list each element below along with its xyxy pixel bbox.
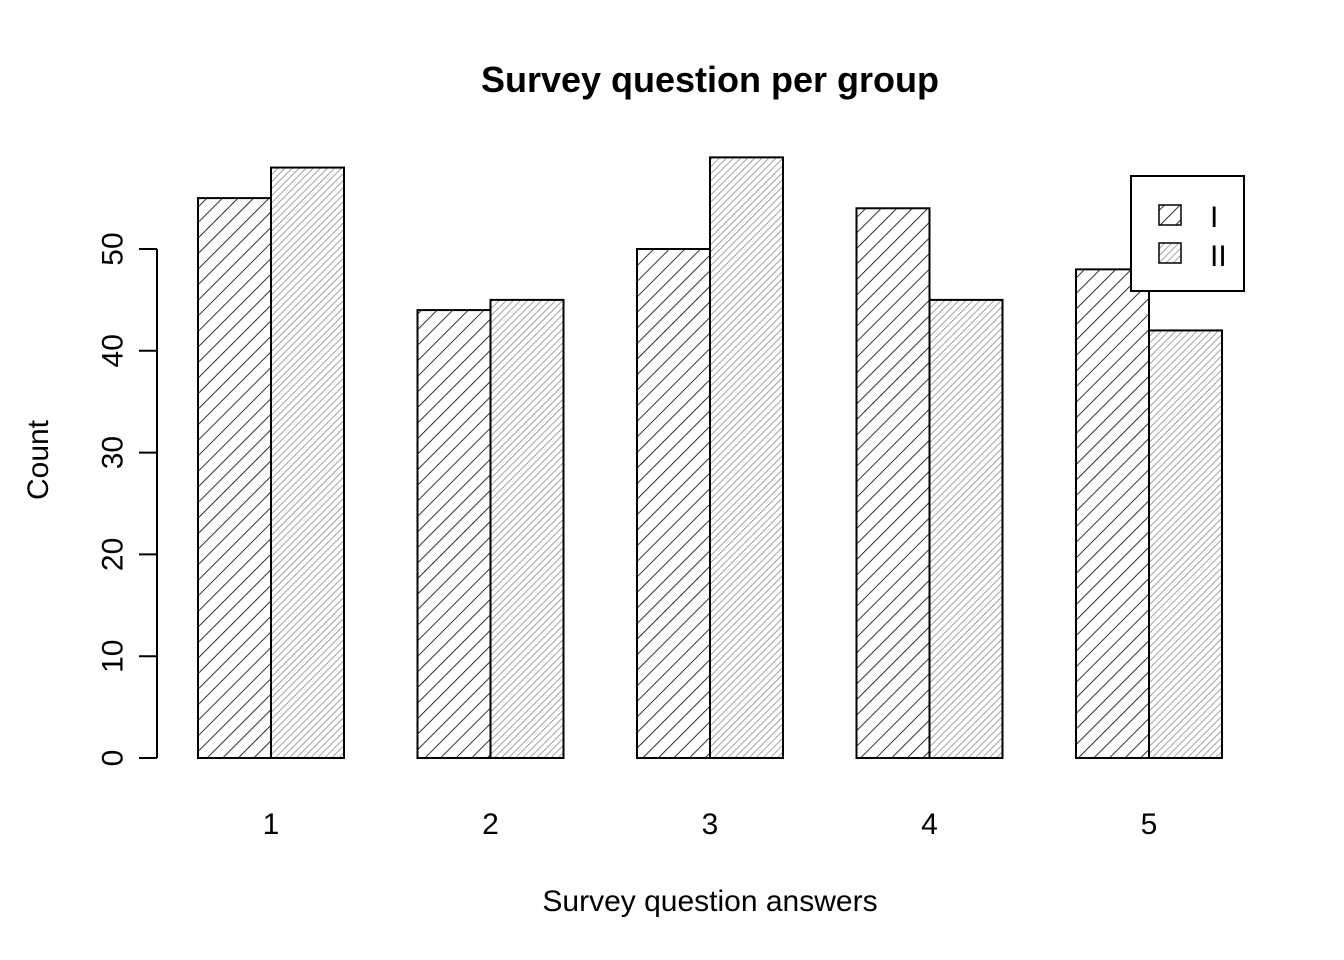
legend-label-series-2: II bbox=[1210, 240, 1227, 273]
bars-group bbox=[197, 156, 1223, 760]
bar-series-1-category-4 bbox=[855, 207, 931, 759]
bar-series-2-category-5 bbox=[1148, 329, 1223, 759]
bar-series-1-category-1 bbox=[197, 197, 272, 760]
x-tick-label: 3 bbox=[702, 808, 719, 841]
legend: I II bbox=[1130, 175, 1245, 292]
bar-series-1-category-3 bbox=[636, 248, 711, 759]
bar-series-2-category-4 bbox=[928, 298, 1004, 759]
x-tick-labels: 1 2 3 4 5 bbox=[263, 808, 1158, 841]
y-tick-label: 0 bbox=[97, 750, 130, 767]
bar-series-2-category-1 bbox=[270, 166, 345, 759]
y-tick-label: 30 bbox=[97, 436, 130, 469]
y-axis: 0 10 20 30 40 50 bbox=[97, 232, 158, 766]
legend-swatch-series-1 bbox=[1158, 204, 1182, 226]
y-tick-label: 40 bbox=[97, 334, 130, 367]
bar-series-2-category-2 bbox=[489, 298, 565, 759]
x-tick-label: 2 bbox=[482, 808, 499, 841]
y-tick-label: 20 bbox=[97, 538, 130, 571]
y-tick-label: 50 bbox=[97, 232, 130, 265]
bar-series-1-category-2 bbox=[416, 309, 492, 759]
x-tick-label: 1 bbox=[263, 808, 280, 841]
legend-label-series-1: I bbox=[1210, 201, 1218, 234]
chart-title: Survey question per group bbox=[481, 59, 939, 100]
legend-box bbox=[1130, 175, 1245, 292]
x-tick-label: 5 bbox=[1141, 808, 1158, 841]
legend-swatch-series-2 bbox=[1158, 242, 1182, 264]
bar-series-1-category-5 bbox=[1075, 268, 1150, 759]
y-axis-label: Count bbox=[22, 419, 55, 500]
y-tick-label: 10 bbox=[97, 640, 130, 673]
x-axis-label: Survey question answers bbox=[542, 885, 877, 918]
x-tick-label: 4 bbox=[921, 808, 938, 841]
bar-series-2-category-3 bbox=[709, 156, 784, 759]
